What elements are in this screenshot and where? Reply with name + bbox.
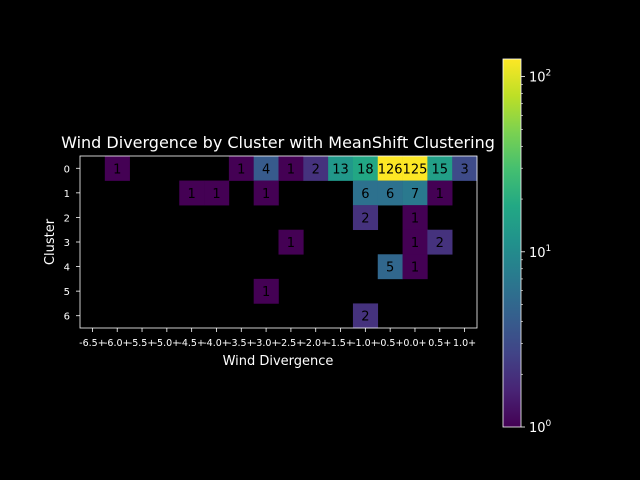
heatmap-cell [427, 229, 453, 255]
heatmap-cell [303, 156, 329, 181]
cell-labels: 1 1 4 1 2 13 18 126 125 15 31 1 1 6 6 7 12 11 1 25 112 [113, 162, 469, 324]
heatmap-cell [402, 254, 428, 280]
x-tick-label: -2.0+ [302, 338, 329, 349]
heatmap-cell [402, 205, 428, 231]
cell-value-label: 2 [361, 310, 369, 325]
y-tick-label: 1 [64, 189, 70, 200]
heatmap-cell [104, 156, 130, 181]
x-tick-label: -2.5+ [278, 338, 305, 349]
y-tick-label: 4 [64, 263, 70, 274]
x-tick-label: -3.0+ [253, 338, 280, 349]
heatmap-cells [104, 156, 478, 329]
heatmap-cell [253, 278, 279, 304]
y-tick-label: 6 [64, 312, 70, 323]
x-tick-label: -5.0+ [154, 338, 181, 349]
x-tick-label: -4.0+ [203, 338, 230, 349]
heatmap-cell [377, 180, 403, 206]
cell-value-label: 1 [212, 187, 220, 202]
colorbar-ticks: 100 101 102 [521, 69, 552, 436]
cell-value-label: 15 [432, 162, 449, 177]
heatmap-cell [402, 229, 428, 255]
heatmap-cell [452, 156, 478, 181]
heatmap-cell [352, 303, 379, 329]
x-tick-label: -0.5+ [377, 338, 404, 349]
colorbar-tick-label: 101 [529, 244, 551, 261]
y-tick-label: 3 [64, 238, 70, 249]
x-tick-label: -5.5+ [129, 338, 156, 349]
heatmap-cell [253, 156, 279, 181]
heatmap-cell [377, 254, 403, 280]
x-tick-label: -3.5+ [228, 338, 255, 349]
cell-value-label: 125 [403, 162, 428, 177]
heatmap-cell [328, 156, 354, 181]
heatmap-cell [427, 156, 453, 181]
cell-value-label: 6 [386, 187, 394, 202]
cell-value-label: 5 [386, 261, 394, 276]
colorbar-tick-label: 100 [529, 419, 552, 436]
heatmap-cell [278, 229, 304, 255]
colorbar-tick-label: 102 [529, 69, 551, 86]
cell-value-label: 18 [357, 162, 374, 177]
cell-value-label: 1 [262, 285, 270, 300]
cell-value-label: 7 [411, 187, 419, 202]
cell-value-label: 1 [436, 187, 444, 202]
x-tick-label: 0.0+ [403, 338, 426, 349]
heatmap-cell [402, 180, 428, 206]
y-tick-label: 0 [64, 164, 70, 175]
heatmap-cell [377, 156, 403, 181]
cell-value-label: 2 [436, 236, 444, 251]
y-axis-label: Cluster [43, 218, 58, 265]
heatmap-cell [352, 205, 379, 231]
cell-value-label: 2 [361, 211, 369, 226]
y-tick-label: 2 [64, 213, 70, 224]
cell-value-label: 1 [411, 211, 419, 226]
chart-title: Wind Divergence by Cluster with MeanShif… [61, 133, 495, 152]
heatmap-cell [253, 180, 279, 206]
x-tick-label: -6.0+ [104, 338, 131, 349]
cell-value-label: 1 [411, 236, 419, 251]
x-axis: -6.5+-6.0+-5.5+-5.0+-4.5+-4.0+-3.5+-3.0+… [79, 328, 476, 349]
cell-value-label: 2 [312, 162, 320, 177]
cell-value-label: 1 [287, 162, 295, 177]
y-axis: 0 1 2 3 4 5 6 [64, 164, 80, 323]
x-tick-label: -4.5+ [178, 338, 205, 349]
heatmap-cell [402, 156, 428, 181]
heatmap-cell [352, 180, 379, 206]
heatmap-cell [204, 180, 230, 206]
cell-value-label: 3 [460, 162, 468, 177]
heatmap-cell [278, 156, 304, 181]
cell-value-label: 6 [361, 187, 369, 202]
colorbar [502, 58, 522, 428]
cell-value-label: 1 [287, 236, 295, 251]
x-tick-label: -1.0+ [352, 338, 379, 349]
x-tick-label: 1.0+ [453, 338, 476, 349]
cell-value-label: 13 [332, 162, 349, 177]
cell-value-label: 1 [237, 162, 245, 177]
cell-value-label: 1 [113, 162, 121, 177]
x-axis-label: Wind Divergence [223, 354, 334, 369]
cell-value-label: 1 [411, 261, 419, 276]
x-tick-label: 0.5+ [428, 338, 451, 349]
x-tick-label: -1.5+ [327, 338, 354, 349]
heatmap-cell [228, 156, 254, 181]
cell-value-label: 126 [378, 162, 403, 177]
cell-value-label: 4 [262, 162, 270, 177]
heatmap-cell [179, 180, 205, 206]
heatmap-cell [352, 156, 379, 181]
y-tick-label: 5 [64, 287, 70, 298]
cell-value-label: 1 [262, 187, 270, 202]
cell-value-label: 1 [188, 187, 196, 202]
heatmap-cell [427, 180, 453, 206]
x-tick-label: -6.5+ [79, 338, 106, 349]
